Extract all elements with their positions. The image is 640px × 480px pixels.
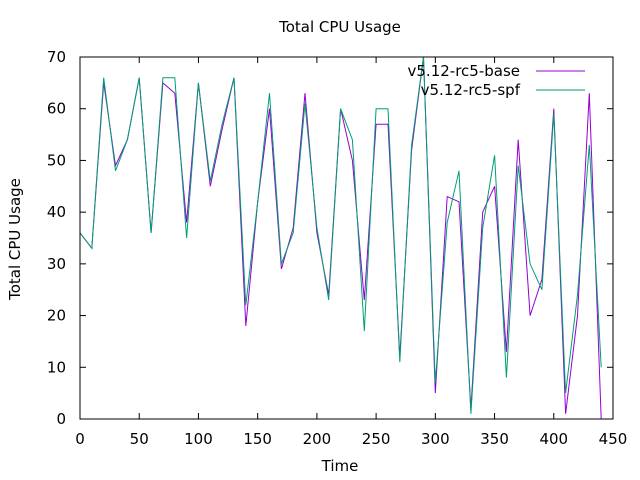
x-tick-label: 150 bbox=[243, 430, 272, 448]
plot-frame bbox=[79, 56, 614, 420]
x-tick-label: 450 bbox=[599, 430, 628, 448]
y-tick-label: 50 bbox=[47, 151, 66, 169]
x-tick-label: 400 bbox=[539, 430, 568, 448]
x-tick-label: 350 bbox=[480, 430, 509, 448]
y-tick-label: 60 bbox=[47, 100, 66, 118]
x-tick-label: 200 bbox=[303, 430, 332, 448]
y-tick-label: 10 bbox=[47, 358, 66, 376]
legend-label-1: v5.12-rc5-base bbox=[408, 62, 521, 80]
legend-label-2: v5.12-rc5-spf bbox=[421, 81, 521, 99]
y-axis-label: Total CPU Usage bbox=[6, 178, 24, 301]
x-tick-label: 100 bbox=[184, 430, 213, 448]
series-line-2 bbox=[79, 56, 602, 414]
y-tick-label: 0 bbox=[56, 410, 66, 428]
y-tick-label: 40 bbox=[47, 203, 66, 221]
axis-ticks: 0 50 100 150 200 250 300 350 400 450 0 10 20 30 40 50 60… bbox=[47, 48, 627, 448]
x-tick-label: 50 bbox=[130, 430, 149, 448]
y-tick-label: 20 bbox=[47, 307, 66, 325]
x-tick-label: 300 bbox=[421, 430, 450, 448]
y-tick-label: 70 bbox=[47, 48, 66, 66]
x-tick-label: 250 bbox=[362, 430, 391, 448]
x-tick-label: 0 bbox=[75, 430, 85, 448]
series-group bbox=[79, 56, 602, 420]
x-axis-label: Time bbox=[321, 457, 359, 475]
y-tick-label: 30 bbox=[47, 255, 66, 273]
chart-title: Total CPU Usage bbox=[278, 18, 401, 36]
